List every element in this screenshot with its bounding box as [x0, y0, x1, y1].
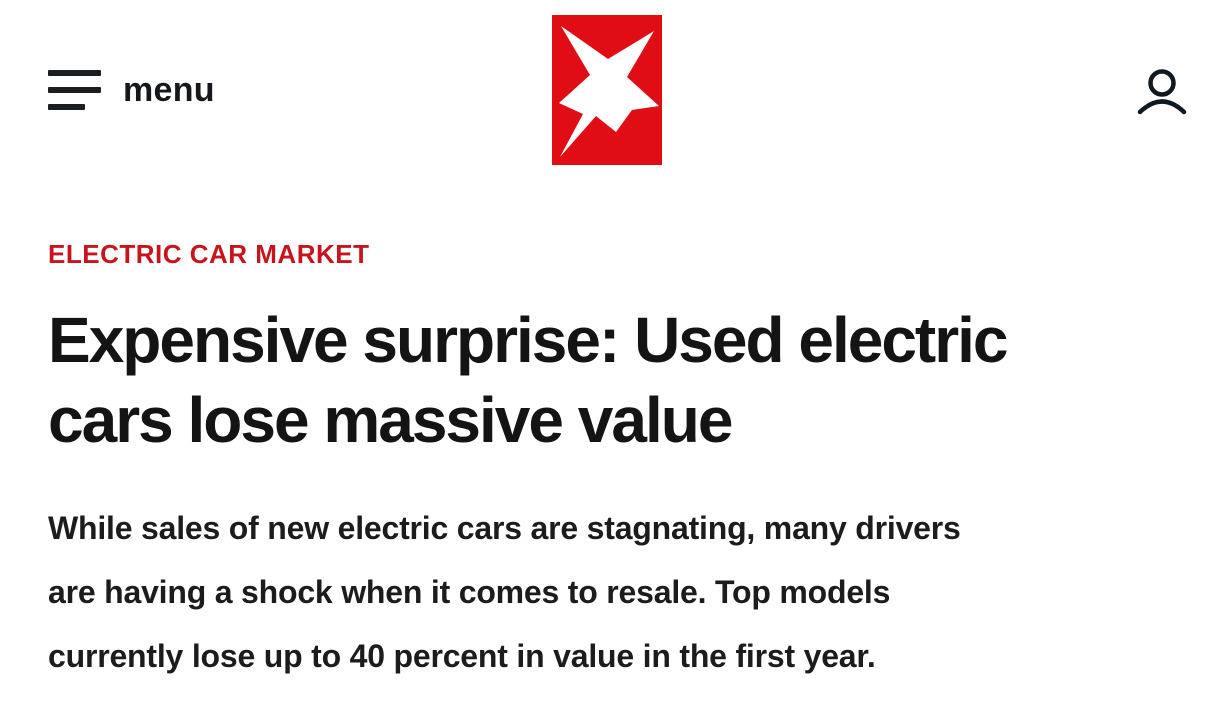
hamburger-menu-icon: [48, 70, 101, 110]
article-lede: While sales of new electric cars are sta…: [48, 509, 961, 674]
article-kicker: ELECTRIC CAR MARKET: [48, 239, 370, 269]
user-account-icon: [1137, 69, 1187, 115]
hamburger-bar: [48, 87, 101, 93]
account-button[interactable]: [1133, 68, 1191, 116]
stern-logo-home-link[interactable]: [551, 15, 662, 165]
site-header: menu: [0, 0, 1213, 180]
hamburger-bar: [48, 70, 101, 76]
menu-button[interactable]: menu: [48, 70, 215, 110]
menu-button-label: menu: [123, 71, 215, 109]
stern-star-logo: [551, 15, 662, 165]
hamburger-bar: [48, 104, 85, 110]
article-headline: Expensive surprise: Used electric cars l…: [48, 303, 1009, 456]
article: ELECTRIC CAR MARKET Expensive surprise: …: [0, 239, 1213, 688]
